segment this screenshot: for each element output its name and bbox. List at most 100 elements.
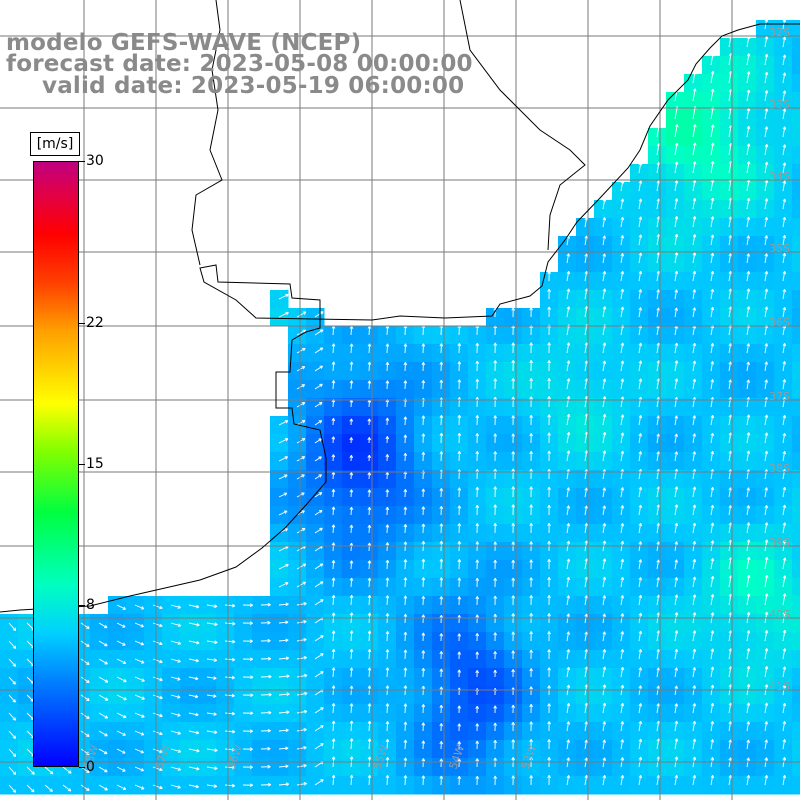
- wind-arrow: [206, 604, 218, 608]
- wind-cell: [450, 470, 469, 489]
- wind-arrow: [584, 739, 588, 750]
- wind-cell: [522, 578, 541, 597]
- wind-arrow: [620, 378, 625, 390]
- wind-cell: [342, 578, 361, 597]
- wind-arrow: [764, 235, 769, 246]
- wind-arrow: [314, 383, 323, 390]
- wind-arrow: [566, 666, 571, 678]
- wind-arrow: [224, 621, 236, 626]
- wind-cell: [702, 146, 721, 165]
- wind-arrow: [8, 640, 17, 649]
- wind-cell: [630, 722, 649, 741]
- wind-cell: [522, 650, 541, 669]
- wind-cell: [540, 290, 559, 309]
- wind-cell: [774, 308, 793, 327]
- wind-cell: [342, 542, 361, 561]
- wind-cell: [720, 740, 739, 759]
- wind-arrow: [260, 692, 272, 697]
- wind-cell: [342, 776, 361, 795]
- wind-cell: [450, 416, 469, 435]
- wind-cell: [648, 128, 667, 147]
- wind-arrow: [457, 723, 462, 732]
- wind-cell: [432, 596, 451, 615]
- wind-cell: [666, 596, 685, 615]
- wind-arrow: [692, 630, 697, 642]
- wind-cell: [324, 452, 343, 471]
- wind-cell: [738, 776, 757, 795]
- wind-cell: [414, 722, 433, 741]
- wind-cell: [594, 218, 613, 237]
- wind-arrow: [170, 676, 181, 681]
- wind-cell: [756, 488, 775, 507]
- wind-cell: [738, 524, 757, 543]
- map-title-model: modelo GEFS-WAVE (NCEP): [6, 30, 362, 56]
- wind-arrow: [782, 739, 787, 750]
- wind-arrow: [349, 489, 354, 498]
- wind-arrow: [638, 270, 643, 282]
- wind-arrow: [349, 361, 354, 372]
- wind-cell: [792, 290, 800, 309]
- wind-cell: [594, 560, 613, 579]
- wind-arrow: [152, 622, 163, 628]
- wind-cell: [594, 434, 613, 453]
- wind-arrow: [439, 704, 444, 714]
- wind-arrow: [620, 235, 625, 246]
- wind-arrow: [116, 730, 126, 736]
- wind-cell: [738, 578, 757, 597]
- wind-cell: [738, 668, 757, 687]
- wind-arrow: [782, 234, 787, 246]
- wind-arrow: [656, 433, 660, 444]
- wind-arrow: [80, 658, 90, 665]
- wind-cell: [432, 740, 451, 759]
- wind-cell: [738, 272, 757, 291]
- wind-cell: [594, 416, 613, 435]
- wind-cell: [396, 650, 415, 669]
- wind-cell: [342, 596, 361, 615]
- wind-arrow: [566, 342, 571, 354]
- wind-arrow: [764, 306, 769, 318]
- wind-arrow: [638, 289, 643, 300]
- wind-arrow: [620, 558, 625, 570]
- wind-cell: [738, 740, 757, 759]
- wind-cell: [558, 776, 577, 795]
- wind-cell: [684, 128, 703, 147]
- wind-arrow: [349, 774, 354, 786]
- wind-cell: [648, 146, 667, 165]
- wind-arrow: [566, 413, 571, 426]
- wind-cell: [576, 686, 595, 705]
- colorbar-tick-label: 15: [86, 456, 104, 472]
- wind-cell: [630, 740, 649, 759]
- wind-cell: [558, 308, 577, 327]
- wind-arrow: [674, 630, 679, 642]
- wind-arrow: [421, 595, 426, 606]
- wind-arrow: [656, 451, 661, 462]
- wind-arrow: [620, 253, 625, 264]
- wind-arrow: [710, 739, 715, 750]
- wind-arrow: [439, 361, 444, 372]
- wind-arrow: [98, 622, 108, 629]
- wind-arrow: [475, 378, 480, 390]
- wind-arrow: [529, 522, 533, 534]
- wind-cell: [486, 686, 505, 705]
- wind-cell: [576, 488, 595, 507]
- wind-arrow: [710, 630, 715, 642]
- wind-arrow: [385, 577, 390, 588]
- wind-cell: [648, 542, 667, 561]
- wind-arrow: [746, 665, 751, 678]
- wind-arrow: [403, 721, 408, 732]
- wind-arrow: [602, 595, 607, 606]
- wind-cell: [468, 776, 487, 795]
- wind-arrow: [475, 596, 480, 606]
- wind-cell: [540, 560, 559, 579]
- wind-cell: [540, 740, 559, 759]
- wind-cell: [414, 632, 433, 651]
- wind-arrow: [511, 669, 515, 678]
- wind-arrow: [746, 702, 751, 714]
- wind-cell: [630, 452, 649, 471]
- wind-cell: [666, 398, 685, 417]
- wind-arrow: [80, 712, 90, 719]
- wind-arrow: [421, 558, 426, 570]
- wind-cell: [486, 758, 505, 777]
- colorbar-tick-label: 0: [86, 759, 95, 775]
- wind-cell: [522, 686, 541, 705]
